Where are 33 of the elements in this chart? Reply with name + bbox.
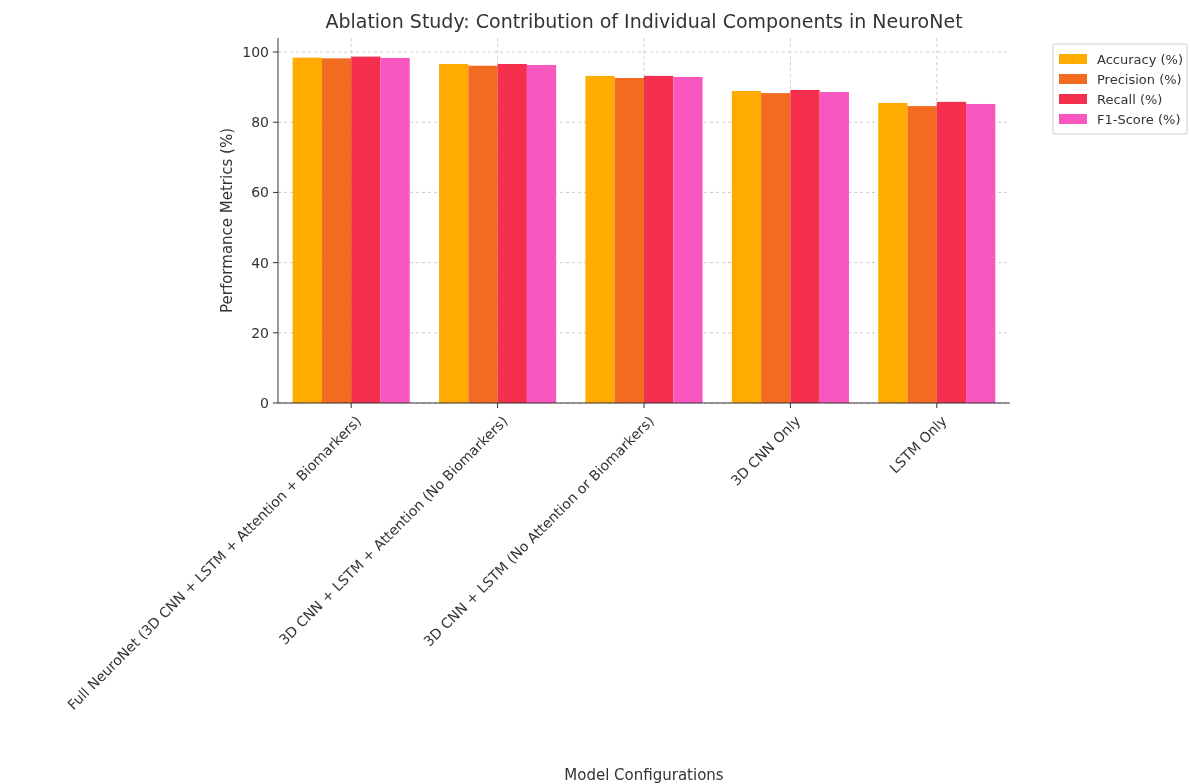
bar [497, 63, 527, 403]
legend-label: Recall (%) [1097, 91, 1163, 107]
y-axis-title: Performance Metrics (%) [218, 128, 236, 313]
bar [819, 92, 849, 403]
y-tick-label: 100 [242, 43, 269, 60]
bar [878, 102, 908, 403]
bar [936, 101, 967, 403]
bar [966, 103, 996, 403]
bar [790, 89, 820, 403]
y-tick-label: 20 [251, 324, 269, 341]
legend-label: Accuracy (%) [1097, 51, 1183, 67]
bar [292, 57, 322, 403]
x-axis-title: Model Configurations [564, 766, 724, 784]
bar [585, 75, 615, 403]
bar [761, 93, 791, 403]
bar [439, 63, 469, 403]
legend-label: Precision (%) [1097, 71, 1182, 87]
bar [321, 58, 352, 403]
y-tick-label: 60 [251, 184, 269, 201]
y-tick-label: 40 [251, 254, 269, 271]
chart-title: Ablation Study: Contribution of Individual Components in NeuroNet [325, 10, 963, 32]
legend-label: F1-Score (%) [1097, 111, 1181, 127]
bar [526, 65, 557, 403]
bar [731, 91, 762, 403]
bar [673, 76, 703, 403]
y-tick-label: 80 [251, 114, 269, 131]
bar [380, 58, 410, 403]
bar [614, 78, 644, 403]
bar [907, 106, 937, 403]
bar [351, 56, 381, 403]
y-tick-label: 0 [260, 394, 269, 411]
bar [468, 65, 498, 403]
bar [644, 75, 674, 403]
